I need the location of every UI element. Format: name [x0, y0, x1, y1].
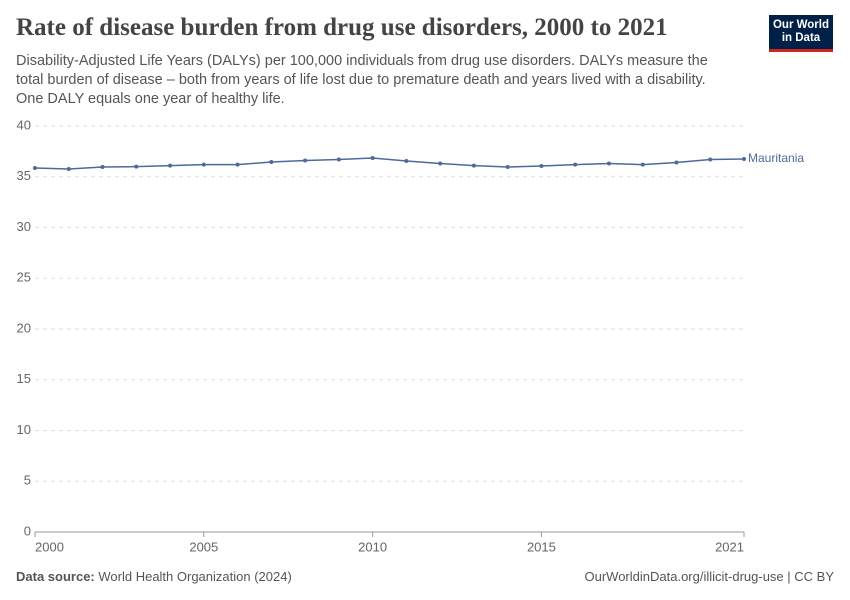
point [168, 163, 173, 168]
point [573, 162, 578, 167]
point [640, 162, 645, 167]
logo-line: Our World [772, 19, 829, 31]
point [742, 156, 746, 161]
point [66, 167, 71, 172]
chart-title: Rate of disease burden from drug use dis… [16, 14, 668, 41]
y-tick-label: 25 [17, 270, 31, 285]
y-tick-label: 35 [17, 168, 31, 183]
point [303, 158, 308, 163]
x-tick-label: 2015 [527, 539, 556, 554]
point [235, 162, 240, 167]
x-tick-label: 2005 [189, 539, 218, 554]
series-label: Mauritania [748, 151, 804, 165]
y-tick-label: 10 [17, 422, 31, 437]
point [708, 157, 713, 162]
url[interactable]: OurWorldinData.org/illicit-drug-use | CC… [584, 569, 835, 584]
source: Data source: World Health Organization (… [16, 569, 292, 584]
point [471, 163, 476, 168]
x-tick-label: 2000 [35, 539, 64, 554]
y-tick-label: 0 [24, 523, 31, 538]
line [34, 157, 745, 170]
y-tick-label: 20 [17, 320, 31, 335]
point [100, 165, 105, 170]
point [539, 163, 544, 168]
point [134, 164, 139, 169]
chart-subtitle: Disability-Adjusted Life Years (DALYs) p… [16, 53, 708, 107]
point [404, 159, 409, 164]
point [505, 165, 510, 170]
point [606, 161, 611, 166]
source-label: Data source: [16, 569, 95, 584]
y-tick-label: 30 [17, 219, 31, 234]
logo-line: in Data [781, 32, 821, 44]
point [674, 160, 679, 165]
y-tick-label: 40 [17, 117, 31, 132]
point [370, 155, 375, 160]
logo[interactable]: Our World in Data [769, 15, 833, 52]
point [33, 166, 37, 171]
point [201, 162, 206, 167]
point [269, 160, 274, 165]
point [438, 161, 443, 166]
source-text: World Health Organization (2024) [98, 569, 292, 584]
point [336, 157, 341, 162]
y-tick-label: 5 [24, 473, 31, 488]
x-tick-label: 2021 [715, 539, 744, 554]
x-tick-label: 2010 [358, 539, 387, 554]
y-tick-label: 15 [17, 371, 31, 386]
